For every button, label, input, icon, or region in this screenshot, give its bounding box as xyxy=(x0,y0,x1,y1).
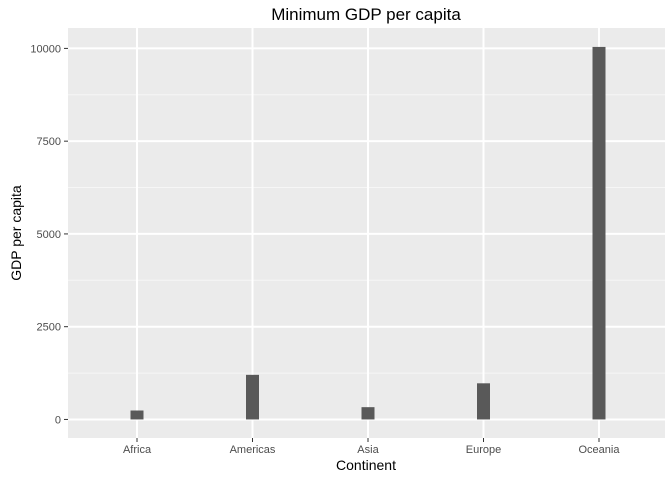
chart-title: Minimum GDP per capita xyxy=(271,5,461,24)
x-tick-label: Americas xyxy=(230,444,276,456)
bar-americas xyxy=(246,374,259,420)
bar-africa xyxy=(130,410,144,420)
grid-major-y xyxy=(68,47,665,421)
x-axis-title: Continent xyxy=(336,457,396,473)
y-tick-label: 5000 xyxy=(37,229,61,241)
y-tick-label: 7500 xyxy=(37,136,61,148)
y-tick-label: 0 xyxy=(55,414,61,426)
x-tick-label: Africa xyxy=(123,444,152,456)
x-tick-label: Oceania xyxy=(579,444,621,456)
y-tick-label: 2500 xyxy=(37,322,61,334)
y-axis-title: GDP per capita xyxy=(8,185,24,281)
bars xyxy=(130,46,606,420)
bar-asia xyxy=(361,407,375,420)
bar-europe xyxy=(477,383,490,420)
y-tick-label: 10000 xyxy=(30,43,61,55)
x-tick-label: Asia xyxy=(357,444,379,456)
grid-minor xyxy=(68,94,665,374)
x-axis: Africa Americas Asia Europe Oceania xyxy=(123,438,620,456)
bar-oceania xyxy=(592,46,606,420)
x-tick-label: Europe xyxy=(466,444,501,456)
y-axis: 0 2500 5000 7500 10000 xyxy=(30,43,68,426)
